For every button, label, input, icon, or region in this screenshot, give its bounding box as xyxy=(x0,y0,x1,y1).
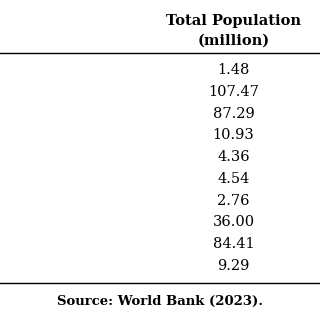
Text: 4.54: 4.54 xyxy=(217,172,250,186)
Text: Source: World Bank (2023).: Source: World Bank (2023). xyxy=(57,295,263,308)
Text: (million): (million) xyxy=(197,34,270,48)
Text: 10.93: 10.93 xyxy=(213,128,254,142)
Text: 107.47: 107.47 xyxy=(208,85,259,99)
Text: 36.00: 36.00 xyxy=(212,215,255,229)
Text: 2.76: 2.76 xyxy=(217,194,250,208)
Text: 4.36: 4.36 xyxy=(217,150,250,164)
Text: 9.29: 9.29 xyxy=(217,259,250,273)
Text: 1.48: 1.48 xyxy=(217,63,250,77)
Text: 87.29: 87.29 xyxy=(213,107,254,121)
Text: Total Population: Total Population xyxy=(166,14,301,28)
Text: 84.41: 84.41 xyxy=(213,237,254,251)
